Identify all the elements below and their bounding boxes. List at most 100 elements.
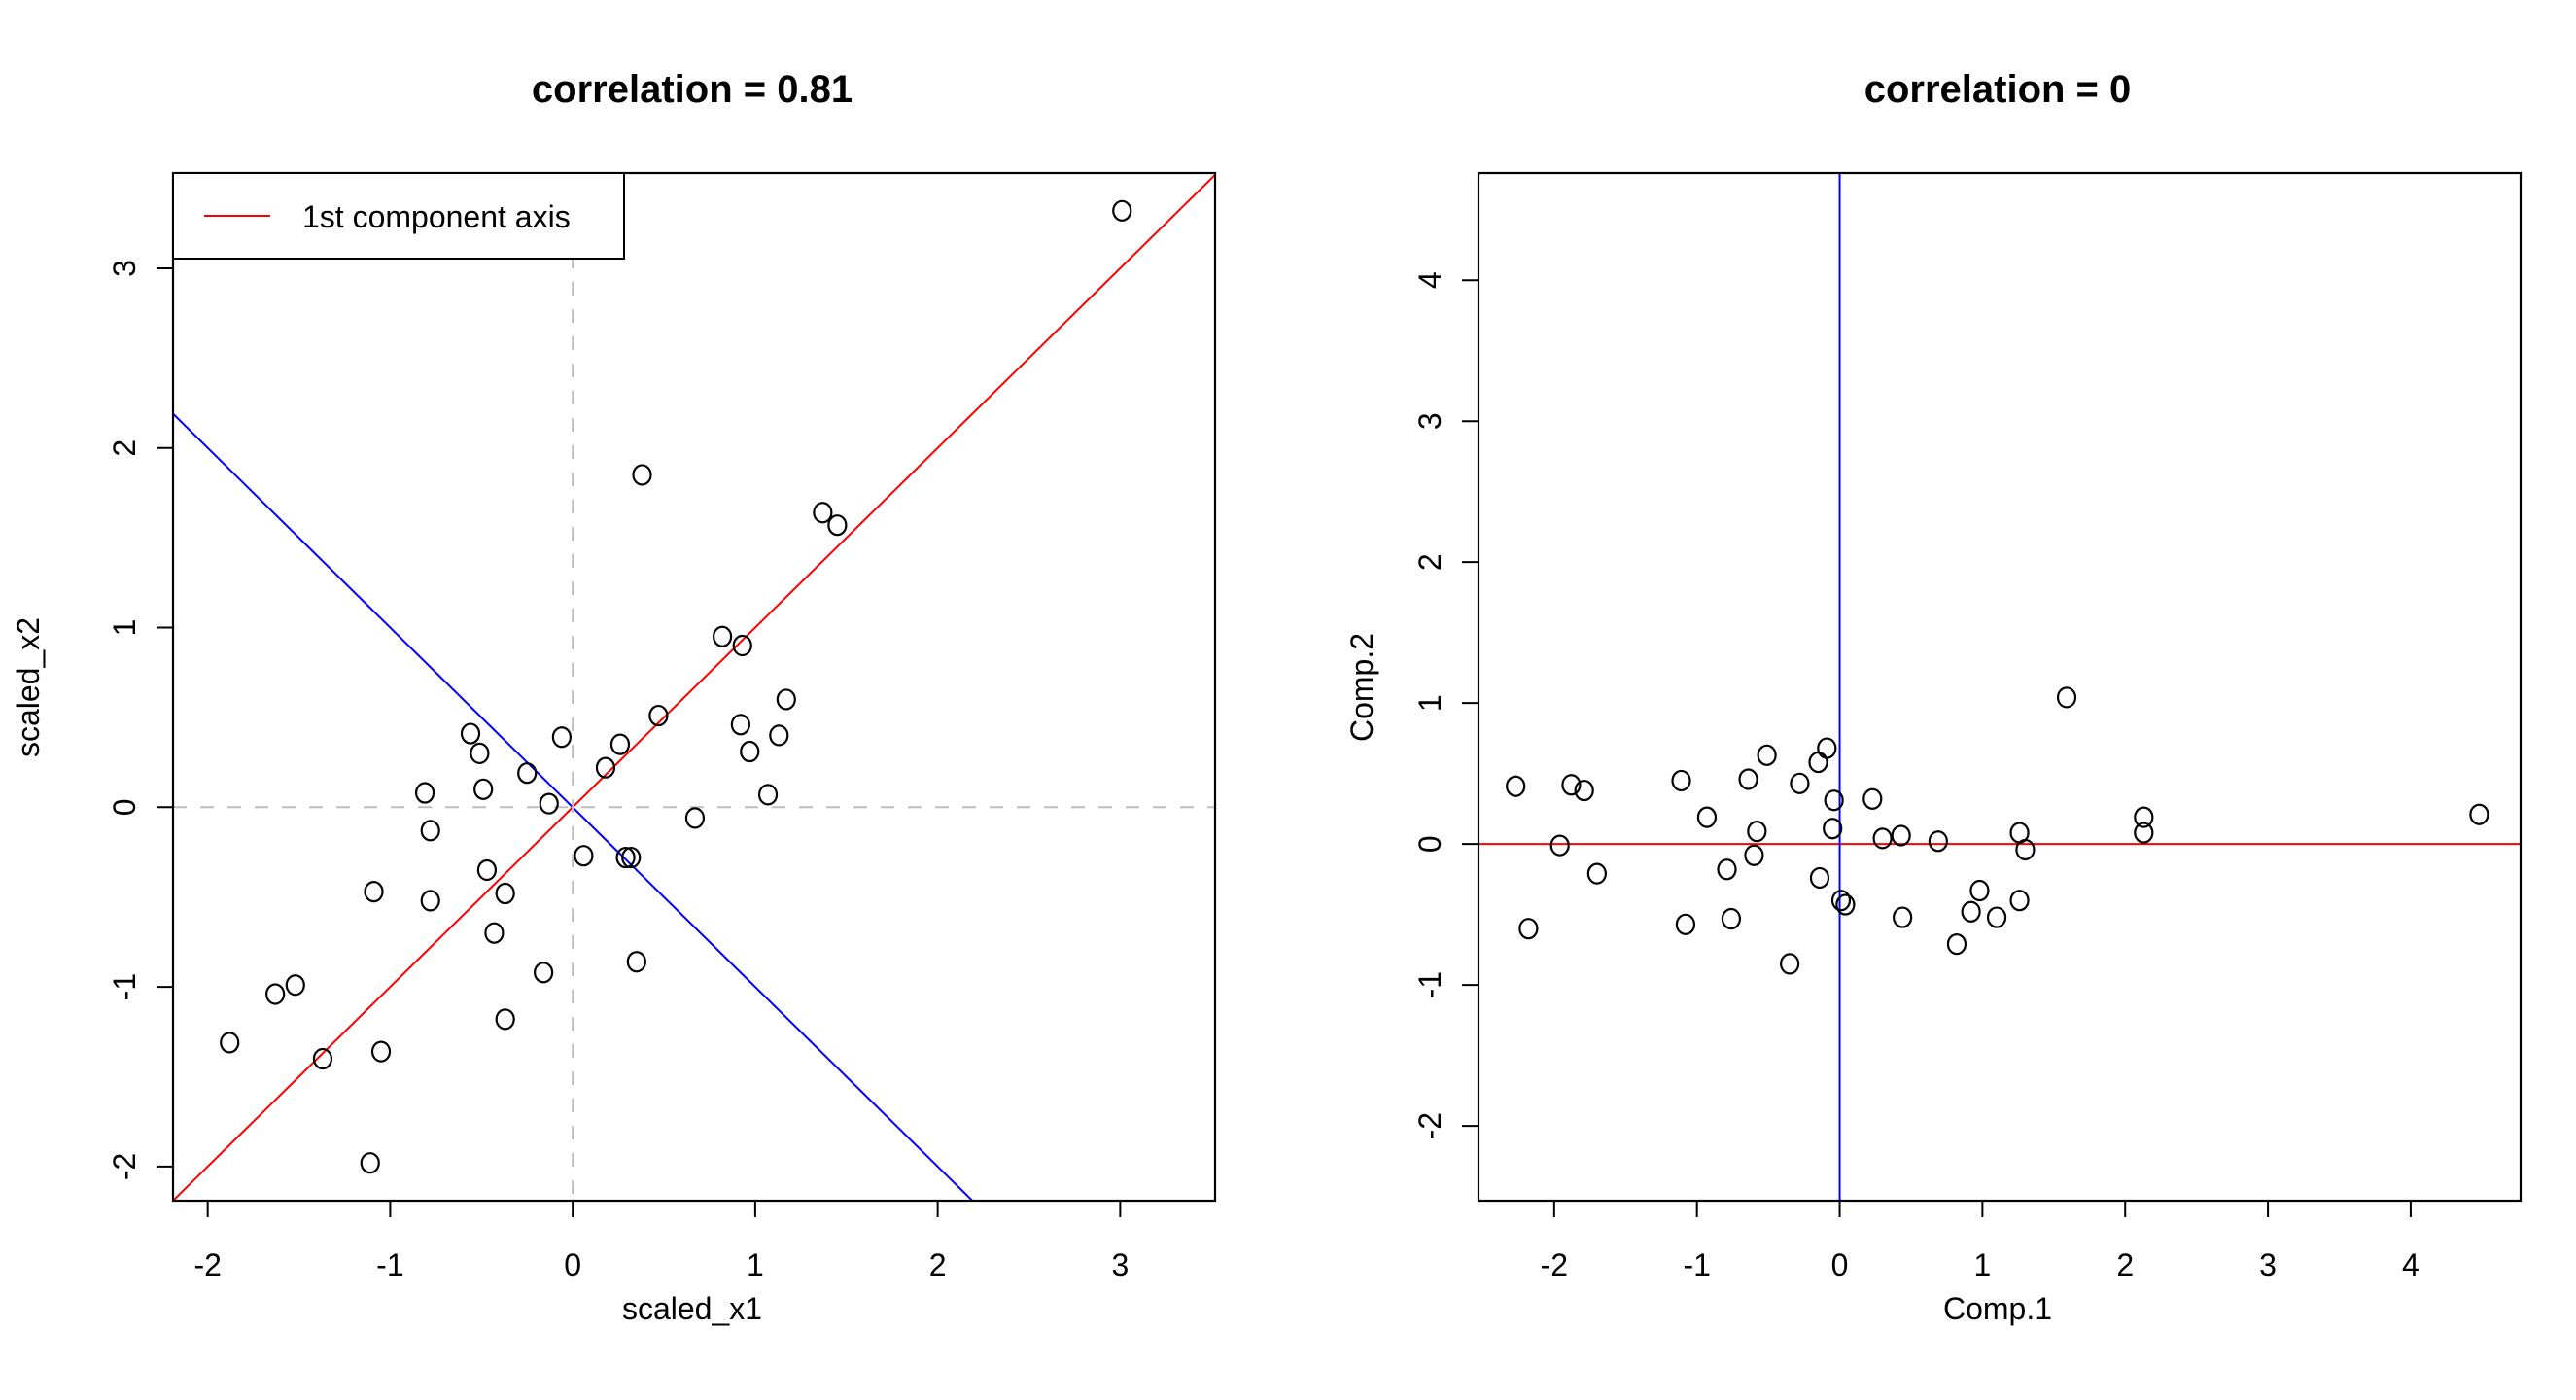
data-point bbox=[615, 846, 636, 869]
data-point bbox=[2469, 803, 2489, 825]
data-point bbox=[414, 782, 435, 804]
y-axis: -2 -1 0 1 2 3 bbox=[107, 260, 173, 1180]
y-tick-label: 1 bbox=[1412, 694, 1447, 712]
x-axis-label: scaled_x1 bbox=[622, 1291, 762, 1326]
data-point bbox=[2134, 806, 2154, 828]
data-point bbox=[1809, 866, 1830, 890]
title: correlation = 0 bbox=[1864, 68, 2132, 111]
data-point bbox=[1561, 774, 1582, 796]
x-tick-label: 3 bbox=[2259, 1247, 2277, 1282]
y-tick-label: 2 bbox=[1412, 553, 1447, 571]
data-point bbox=[712, 625, 733, 648]
data-point bbox=[574, 845, 594, 867]
x-tick-label: 2 bbox=[2116, 1247, 2134, 1282]
y-tick-label: -2 bbox=[1412, 1112, 1447, 1139]
x-tick-label: 1 bbox=[1973, 1247, 1991, 1282]
title: correlation = 0.81 bbox=[532, 68, 853, 111]
data-point bbox=[1872, 827, 1893, 850]
data-point bbox=[1671, 769, 1691, 792]
data-point bbox=[1817, 737, 1837, 759]
data-point bbox=[827, 514, 848, 537]
data-point bbox=[460, 722, 481, 745]
data-point bbox=[595, 756, 616, 779]
plot-frame bbox=[171, 171, 1217, 1203]
data-point bbox=[495, 1008, 515, 1031]
data-point bbox=[420, 820, 440, 842]
data-point bbox=[1835, 893, 1856, 916]
x-tick-label: -2 bbox=[1541, 1247, 1568, 1282]
data-point bbox=[813, 502, 833, 524]
data-point bbox=[626, 951, 646, 973]
data-point bbox=[769, 724, 789, 747]
x-tick-label: 0 bbox=[1831, 1247, 1849, 1282]
data-point bbox=[220, 1032, 240, 1054]
data-point bbox=[1744, 844, 1764, 866]
data-point bbox=[776, 688, 796, 711]
data-point bbox=[1808, 751, 1828, 774]
x-tick-label: -1 bbox=[1683, 1247, 1710, 1282]
data-point bbox=[495, 882, 515, 905]
y-tick-label: 0 bbox=[1412, 835, 1447, 853]
data-point bbox=[740, 740, 760, 763]
data-point bbox=[1830, 890, 1852, 912]
x-tick-label: 0 bbox=[564, 1247, 581, 1282]
y-tick-label: 2 bbox=[107, 439, 142, 457]
legend-label: 1st component axis bbox=[302, 199, 571, 234]
data-point bbox=[1549, 834, 1570, 857]
data-point bbox=[648, 704, 669, 727]
data-point bbox=[265, 983, 286, 1005]
x-tick-label: 4 bbox=[2402, 1247, 2419, 1282]
data-point bbox=[1721, 907, 1742, 930]
data-point bbox=[370, 1040, 392, 1063]
data-point bbox=[473, 778, 494, 800]
x-tick-label: -1 bbox=[376, 1247, 403, 1282]
data-point bbox=[1574, 779, 1594, 802]
x-tick-label: 2 bbox=[929, 1247, 947, 1282]
data-point bbox=[1586, 862, 1607, 885]
data-point bbox=[1969, 879, 1990, 902]
y-tick-label: 1 bbox=[107, 619, 142, 637]
y-axis-label: scaled_x2 bbox=[11, 617, 46, 757]
data-point bbox=[1961, 900, 1981, 923]
data-point bbox=[632, 464, 652, 486]
data-point bbox=[539, 792, 559, 815]
plot-frame bbox=[1477, 171, 2523, 1203]
x-tick-label: 3 bbox=[1111, 1247, 1129, 1282]
x-axis: -2 -1 0 1 2 3 4 bbox=[1541, 1201, 2419, 1282]
data-point bbox=[1757, 744, 1777, 766]
data-point bbox=[285, 974, 305, 997]
y-tick-label: -1 bbox=[1412, 971, 1447, 998]
first-component-axis-line bbox=[173, 174, 1215, 1201]
data-point bbox=[757, 784, 779, 806]
x-axis: -2 -1 0 1 2 3 bbox=[193, 1201, 1129, 1282]
data-point bbox=[1696, 806, 1718, 828]
data-point bbox=[1780, 953, 1800, 975]
data-point bbox=[476, 858, 498, 882]
panel-principal-components: correlation = 0 Comp.1 Comp.2 -2 -1 0 1 2 3 4-… bbox=[1344, 68, 2523, 1326]
data-point bbox=[1717, 858, 1737, 881]
data-points bbox=[220, 199, 1132, 1174]
data-point bbox=[551, 726, 572, 749]
data-point bbox=[1891, 824, 1911, 847]
data-point bbox=[1747, 821, 1767, 843]
data-point bbox=[470, 742, 490, 764]
legend: 1st component axis bbox=[172, 172, 625, 260]
data-point bbox=[1518, 918, 1539, 940]
y-axis-label: Comp.2 bbox=[1344, 633, 1379, 742]
reference-lines bbox=[1479, 173, 2521, 1201]
panel-scaled-data: correlation = 0.81 scaled_x1 scaled_x2 -… bbox=[11, 68, 1217, 1326]
y-tick-label: 3 bbox=[107, 260, 142, 277]
data-point bbox=[1738, 768, 1758, 790]
data-point bbox=[1112, 199, 1132, 222]
data-point bbox=[621, 846, 642, 869]
y-tick-label: 4 bbox=[1412, 271, 1447, 289]
data-point bbox=[1506, 775, 1526, 797]
data-point bbox=[684, 807, 706, 829]
data-point bbox=[420, 890, 440, 912]
data-point bbox=[1790, 772, 1810, 794]
data-points bbox=[1506, 686, 2489, 975]
y-tick-label: -1 bbox=[107, 973, 142, 1000]
data-point bbox=[312, 1047, 333, 1070]
